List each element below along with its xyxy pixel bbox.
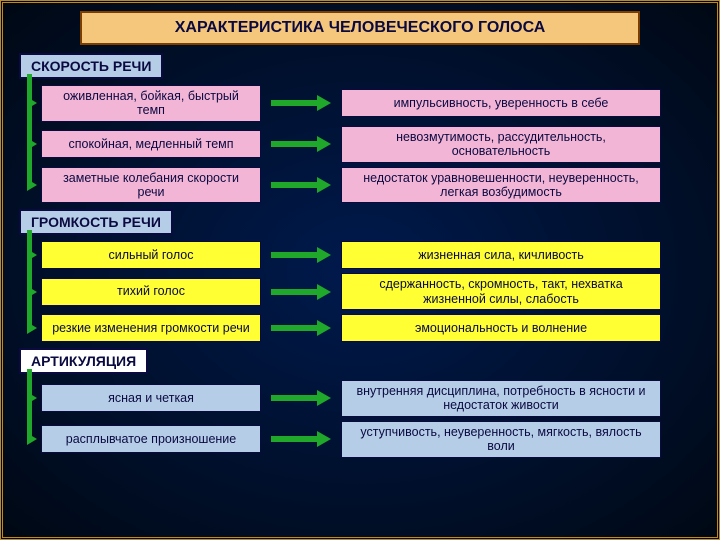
interpretation-box: эмоциональность и волнение (341, 314, 661, 342)
connector-tick-icon (27, 179, 37, 191)
characteristic-box: оживленная, бойкая, быстрый темп (41, 85, 261, 122)
characteristic-box: сильный голос (41, 241, 261, 269)
interpretation-box: недостаток уравновешенности, неувереннос… (341, 167, 661, 204)
rows-container: оживленная, бойкая, быстрый темп импульси… (13, 85, 707, 203)
arrow-icon (271, 432, 331, 446)
connector-vertical (27, 74, 32, 186)
slide-title: ХАРАКТЕРИСТИКА ЧЕЛОВЕЧЕСКОГО ГОЛОСА (80, 11, 640, 45)
arrow-icon (271, 321, 331, 335)
arrow-icon (271, 137, 331, 151)
rows-container: сильный голос жизненная сила, кичливость т… (13, 241, 707, 342)
section-label: АРТИКУЛЯЦИЯ (19, 348, 148, 374)
rows-container: ясная и четкая внутренняя дисциплина, пот… (13, 380, 707, 458)
mapping-row: ясная и четкая внутренняя дисциплина, пот… (41, 380, 707, 417)
section: ГРОМКОСТЬ РЕЧИ сильный голос жизненная сил… (13, 207, 707, 342)
characteristic-box: спокойная, медленный темп (41, 130, 261, 158)
interpretation-box: импульсивность, уверенность в себе (341, 89, 661, 117)
mapping-row: тихий голос сдержанность, скромность, так… (41, 273, 707, 310)
mapping-row: резкие изменения громкости речи эмоционал… (41, 314, 707, 342)
section-label: СКОРОСТЬ РЕЧИ (19, 53, 163, 79)
characteristic-box: расплывчатое произношение (41, 425, 261, 453)
interpretation-box: жизненная сила, кичливость (341, 241, 661, 269)
connector-tick-icon (27, 97, 37, 109)
connector-tick-icon (27, 322, 37, 334)
section-label: ГРОМКОСТЬ РЕЧИ (19, 209, 173, 235)
connector-tick-icon (27, 433, 37, 445)
arrow-icon (271, 285, 331, 299)
section: АРТИКУЛЯЦИЯ ясная и четкая внутренняя дисц… (13, 346, 707, 458)
connector-tick-icon (27, 249, 37, 261)
arrow-icon (271, 96, 331, 110)
arrow-icon (271, 248, 331, 262)
mapping-row: спокойная, медленный темп невозмутимость,… (41, 126, 707, 163)
interpretation-box: уступчивость, неуверенность, мягкость, в… (341, 421, 661, 458)
mapping-row: оживленная, бойкая, быстрый темп импульси… (41, 85, 707, 122)
characteristic-box: резкие изменения громкости речи (41, 314, 261, 342)
section: СКОРОСТЬ РЕЧИ оживленная, бойкая, быстрый… (13, 51, 707, 203)
characteristic-box: ясная и четкая (41, 384, 261, 412)
arrow-icon (271, 391, 331, 405)
mapping-row: заметные колебания скорости речи недостат… (41, 167, 707, 204)
mapping-row: расплывчатое произношение уступчивость, н… (41, 421, 707, 458)
sections-container: СКОРОСТЬ РЕЧИ оживленная, бойкая, быстрый… (13, 51, 707, 458)
interpretation-box: сдержанность, скромность, такт, нехватка… (341, 273, 661, 310)
connector-tick-icon (27, 286, 37, 298)
slide: ХАРАКТЕРИСТИКА ЧЕЛОВЕЧЕСКОГО ГОЛОСА СКОР… (0, 0, 720, 540)
arrow-icon (271, 178, 331, 192)
characteristic-box: тихий голос (41, 278, 261, 306)
connector-tick-icon (27, 392, 37, 404)
connector-vertical (27, 230, 32, 328)
interpretation-box: невозмутимость, рассудительность, основа… (341, 126, 661, 163)
mapping-row: сильный голос жизненная сила, кичливость (41, 241, 707, 269)
characteristic-box: заметные колебания скорости речи (41, 167, 261, 204)
interpretation-box: внутренняя дисциплина, потребность в ясн… (341, 380, 661, 417)
connector-tick-icon (27, 138, 37, 150)
